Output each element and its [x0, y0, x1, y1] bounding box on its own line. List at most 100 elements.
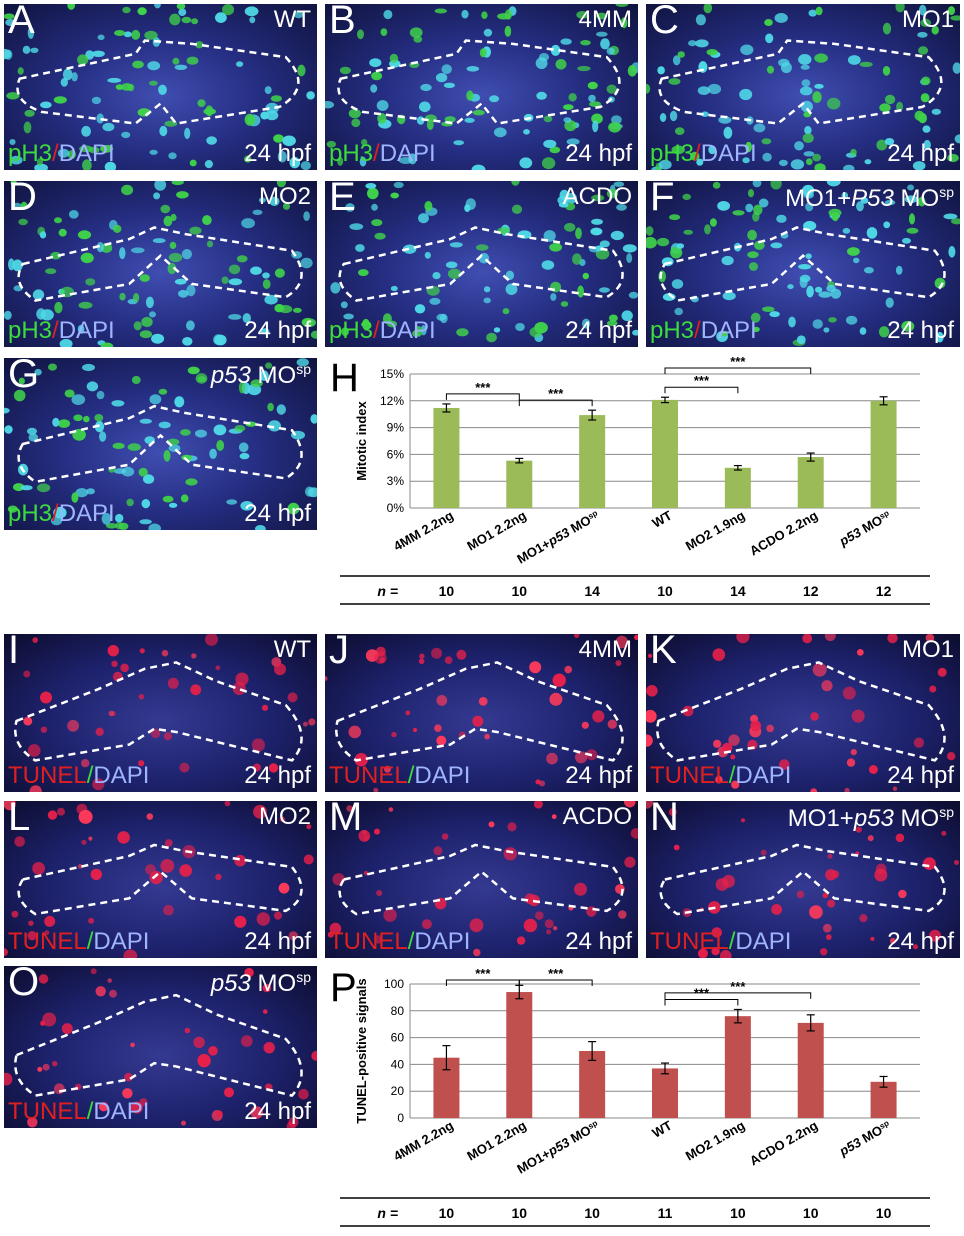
- region-outline: [338, 226, 624, 302]
- treatment-text: 4MM: [578, 636, 632, 663]
- treatment-label: ACDO: [563, 805, 632, 829]
- stain-label: pH3/DAPI: [329, 142, 436, 166]
- region-outline: [656, 661, 946, 762]
- stain-marker: TUNEL: [329, 762, 408, 789]
- y-tick-label: 9%: [387, 421, 405, 435]
- panel-l: L MO2 TUNEL/DAPI 24 hpf: [4, 801, 317, 958]
- error-bar: [661, 1062, 669, 1075]
- error-bar: [806, 452, 815, 462]
- cell-dots: [4, 967, 317, 1128]
- y-tick-label: 6%: [387, 447, 405, 461]
- cell-dots: [646, 181, 960, 346]
- treatment-post: MO: [893, 185, 940, 212]
- n-value: 14: [584, 583, 600, 599]
- stain-label: TUNEL/DAPI: [8, 764, 149, 788]
- error-bar: [806, 1014, 815, 1032]
- error-bar: [879, 1075, 888, 1088]
- bar: [579, 415, 606, 508]
- significance-label: ***: [694, 373, 710, 388]
- stain-slash: /: [373, 317, 380, 344]
- bar: [433, 407, 460, 508]
- n-value: 12: [876, 583, 892, 599]
- bar: [506, 460, 533, 508]
- stain-label: TUNEL/DAPI: [329, 764, 470, 788]
- treatment-label: MO1+p53 MOsp: [788, 805, 954, 831]
- error-bar: [442, 1045, 451, 1071]
- treatment-label: 4MM: [579, 8, 632, 32]
- bar: [870, 400, 897, 508]
- panel-letter: I: [8, 634, 20, 672]
- treatment-label: MO2: [259, 805, 311, 829]
- panel-letter: E: [329, 181, 356, 219]
- stain-slash: /: [694, 140, 701, 167]
- stain-slash: /: [694, 317, 701, 344]
- treatment-gene: p53: [210, 362, 251, 389]
- error-bar: [879, 396, 888, 406]
- treatment-text: MO2: [258, 183, 311, 210]
- cell-dots: [4, 358, 317, 530]
- significance-label: ***: [730, 979, 746, 994]
- significance-bracket: ***: [664, 373, 739, 394]
- stain-counter: DAPI: [735, 928, 792, 955]
- bar: [724, 467, 751, 508]
- timepoint-label: 24 hpf: [887, 140, 954, 167]
- timepoint-label: 24 hpf: [887, 762, 954, 789]
- stain-counter: DAPI: [414, 762, 471, 789]
- category-sup: sp: [586, 1118, 599, 1131]
- timepoint-label: 24 hpf: [244, 500, 311, 527]
- category-pre: MO1 2.2ng: [464, 1118, 528, 1164]
- treatment-label: WT: [274, 638, 311, 662]
- error-bar: [733, 464, 742, 471]
- panel-letter: J: [329, 634, 349, 672]
- stain-label: TUNEL/DAPI: [329, 930, 470, 954]
- y-tick-label: 3%: [387, 474, 405, 488]
- timepoint-label: 24 hpf: [565, 317, 632, 344]
- panel-d: D MO2 pH3/DAPI 24 hpf: [4, 181, 317, 347]
- chart-p-letter: P: [330, 966, 357, 1010]
- panel-letter: O: [8, 966, 40, 1004]
- treatment-post: MO: [893, 805, 940, 832]
- category-label: MO1+p53 MOsp: [514, 508, 601, 567]
- region-outline: [337, 39, 621, 125]
- panel-letter: N: [650, 801, 679, 839]
- stain-counter: DAPI: [58, 500, 115, 527]
- chart-h: 0% 3% 6% 9% 12% 15% Mitotic index *** *** *** *** 4…: [330, 354, 960, 610]
- region-outline: [658, 39, 943, 125]
- category-label: p53 MOsp: [836, 1118, 893, 1160]
- y-tick-label: 12%: [380, 394, 404, 408]
- region-outline: [335, 661, 624, 762]
- stain-counter: DAPI: [93, 928, 150, 955]
- cell-dots: [646, 4, 960, 170]
- panel-letter: C: [650, 4, 679, 42]
- timepoint-label: 24 hpf: [244, 317, 311, 344]
- stain-slash: /: [86, 762, 94, 789]
- timepoint-label: 24 hpf: [244, 762, 311, 789]
- category-label: WT: [649, 1118, 674, 1141]
- stain-label: pH3/DAPI: [8, 319, 115, 343]
- cell-dots: [646, 634, 956, 792]
- panel-letter: A: [8, 4, 35, 42]
- significance-bracket: ***: [518, 386, 593, 407]
- region-outline: [659, 226, 946, 302]
- treatment-gene: p53: [853, 805, 894, 832]
- significance-label: ***: [730, 354, 746, 369]
- treatment-gene: P53: [851, 185, 894, 212]
- region-outline: [659, 843, 946, 916]
- treatment-text: WT: [273, 636, 311, 663]
- n-value: 10: [511, 1205, 527, 1221]
- treatment-label: MO1: [902, 638, 954, 662]
- treatment-pre: MO1+: [785, 185, 852, 212]
- region-outline: [14, 993, 303, 1097]
- stain-label: TUNEL/DAPI: [650, 764, 791, 788]
- stain-slash: /: [407, 928, 415, 955]
- panel-k: K MO1 TUNEL/DAPI 24 hpf: [646, 634, 960, 792]
- panel-a: A WT pH3/DAPI 24 hpf: [4, 4, 317, 170]
- timepoint-label: 24 hpf: [887, 317, 954, 344]
- stain-marker: TUNEL: [650, 928, 729, 955]
- panel-letter: B: [329, 4, 356, 42]
- n-value: 14: [730, 583, 746, 599]
- stain-label: TUNEL/DAPI: [8, 930, 149, 954]
- stain-marker: TUNEL: [8, 1098, 87, 1125]
- stain-counter: DAPI: [93, 762, 150, 789]
